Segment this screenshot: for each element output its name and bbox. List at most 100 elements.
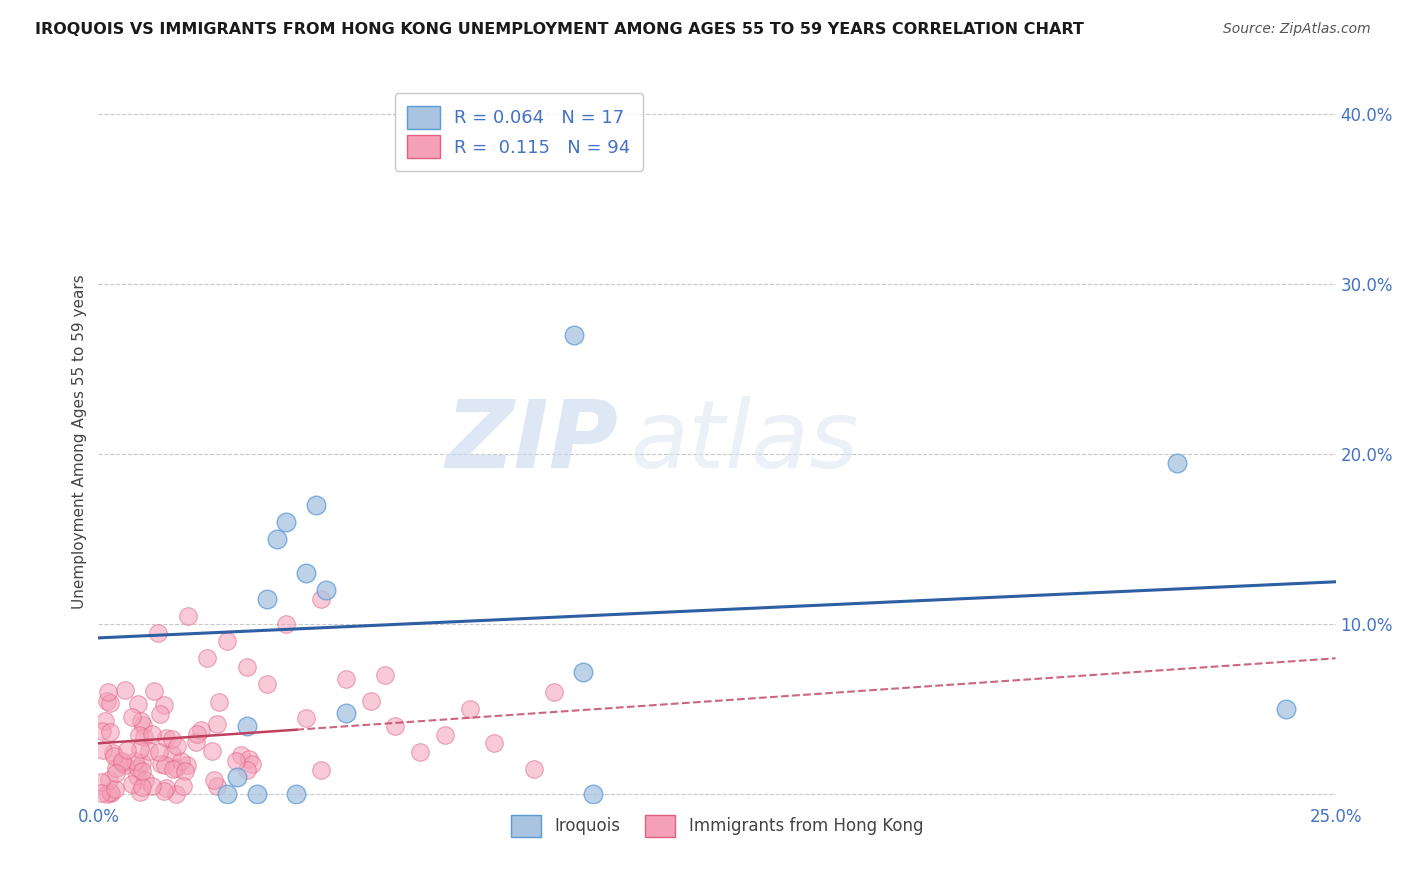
Point: [129, 785, 152, 799]
Point: [138, 744, 160, 758]
Point: [202, 772, 225, 787]
Point: [246, 787, 269, 801]
Point: [173, 764, 195, 778]
Point: [165, 787, 187, 801]
Point: [266, 533, 288, 547]
Point: [205, 717, 228, 731]
Point: [335, 706, 357, 720]
Point: [100, 786, 122, 800]
Point: [256, 677, 278, 691]
Text: Source: ZipAtlas.com: Source: ZipAtlas.com: [1223, 22, 1371, 37]
Point: [104, 766, 127, 780]
Text: atlas: atlas: [630, 396, 859, 487]
Point: [90, 786, 112, 800]
Point: [90, 724, 112, 739]
Point: [160, 732, 183, 747]
Point: [134, 772, 156, 787]
Point: [127, 697, 149, 711]
Point: [236, 660, 259, 674]
Point: [96, 694, 118, 708]
Point: [166, 739, 188, 753]
Point: [91, 742, 114, 756]
Point: [276, 516, 298, 530]
Point: [562, 328, 585, 343]
Point: [226, 770, 249, 784]
Point: [1275, 702, 1298, 716]
Point: [103, 748, 125, 763]
Point: [236, 719, 259, 733]
Point: [305, 498, 328, 512]
Point: [384, 719, 406, 733]
Point: [186, 735, 208, 749]
Point: [114, 682, 136, 697]
Point: [131, 714, 153, 728]
Point: [335, 672, 357, 686]
Text: ZIP: ZIP: [446, 395, 619, 488]
Legend: Iroquois, Immigrants from Hong Kong: Iroquois, Immigrants from Hong Kong: [502, 807, 932, 845]
Point: [114, 758, 136, 772]
Point: [90, 775, 112, 789]
Point: [1166, 456, 1188, 470]
Point: [127, 761, 149, 775]
Point: [131, 756, 153, 770]
Point: [131, 717, 153, 731]
Point: [176, 758, 198, 772]
Point: [309, 763, 332, 777]
Point: [409, 745, 432, 759]
Point: [98, 784, 121, 798]
Point: [186, 727, 208, 741]
Point: [295, 566, 318, 581]
Point: [582, 787, 605, 801]
Point: [94, 714, 117, 728]
Point: [146, 625, 169, 640]
Point: [543, 685, 565, 699]
Point: [217, 634, 239, 648]
Point: [276, 617, 298, 632]
Point: [141, 779, 163, 793]
Point: [131, 780, 153, 794]
Point: [111, 755, 134, 769]
Point: [176, 608, 198, 623]
Point: [225, 754, 247, 768]
Point: [484, 736, 506, 750]
Point: [98, 724, 121, 739]
Point: [149, 706, 172, 721]
Point: [153, 698, 176, 713]
Point: [160, 747, 183, 761]
Text: IROQUOIS VS IMMIGRANTS FROM HONG KONG UNEMPLOYMENT AMONG AGES 55 TO 59 YEARS COR: IROQUOIS VS IMMIGRANTS FROM HONG KONG UN…: [35, 22, 1084, 37]
Point: [523, 762, 546, 776]
Point: [150, 756, 173, 771]
Point: [128, 741, 150, 756]
Point: [229, 747, 252, 762]
Point: [132, 730, 155, 744]
Point: [121, 710, 143, 724]
Point: [205, 779, 228, 793]
Point: [162, 763, 184, 777]
Point: [236, 763, 259, 777]
Point: [433, 728, 456, 742]
Point: [195, 651, 218, 665]
Point: [165, 761, 187, 775]
Point: [217, 787, 239, 801]
Point: [125, 769, 148, 783]
Y-axis label: Unemployment Among Ages 55 to 59 years: Unemployment Among Ages 55 to 59 years: [72, 274, 87, 609]
Point: [131, 764, 153, 779]
Point: [208, 695, 231, 709]
Point: [124, 754, 146, 768]
Point: [115, 743, 138, 757]
Point: [103, 747, 125, 761]
Point: [155, 758, 177, 772]
Point: [242, 756, 264, 771]
Point: [121, 777, 143, 791]
Point: [141, 727, 163, 741]
Point: [155, 731, 177, 745]
Point: [153, 784, 176, 798]
Point: [295, 711, 318, 725]
Point: [256, 591, 278, 606]
Point: [143, 684, 166, 698]
Point: [170, 755, 193, 769]
Point: [110, 756, 132, 771]
Point: [360, 694, 382, 708]
Point: [374, 668, 396, 682]
Point: [458, 702, 481, 716]
